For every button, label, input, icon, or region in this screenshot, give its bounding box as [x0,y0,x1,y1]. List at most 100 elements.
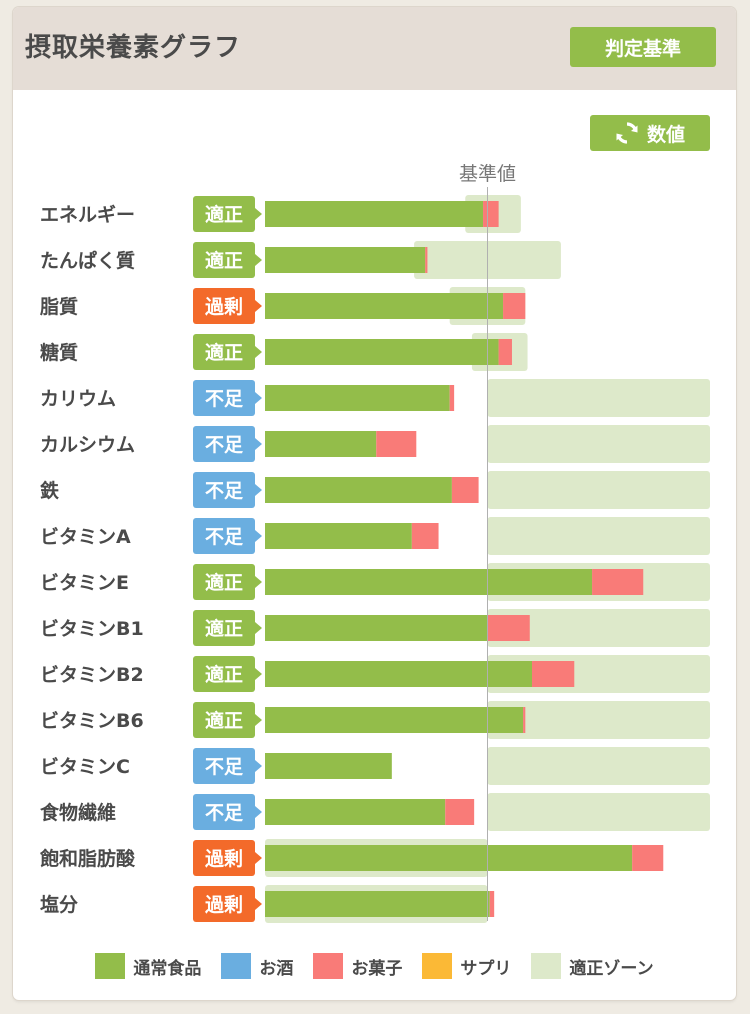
bar-2-5 [376,431,417,457]
legend-swatch-normal-food [95,953,126,979]
toggle-values-button[interactable]: 数値 [590,115,710,151]
bar-2-1 [425,247,428,273]
status-badge-arrow-12 [255,760,262,772]
category-label-10: ビタミンB2 [40,664,144,686]
status-badge-label-1: 適正 [205,249,243,272]
bar-0-6 [265,477,452,503]
status-badge-arrow-8 [255,576,262,588]
bar-0-15 [265,891,490,917]
criteria-button[interactable]: 判定基準 [570,27,716,67]
bar-0-11 [265,707,524,733]
status-badge-label-12: 不足 [205,756,244,778]
status-badge-label-7: 不足 [205,526,244,548]
status-badge-label-6: 不足 [205,480,244,502]
category-label-7: ビタミンA [40,526,131,548]
status-badge-label-3: 適正 [205,341,243,364]
legend-item-normal-food: 通常食品 [95,953,201,979]
status-badge-4 [193,380,255,416]
status-badge-15 [193,886,255,922]
bar-0-10 [265,661,532,687]
status-badge-arrow-2 [255,300,262,312]
status-badge-7 [193,518,255,554]
legend-item-appropriate-zone: 適正ゾーン [531,953,654,979]
status-badge-5 [193,426,255,462]
bar-2-9 [487,615,530,641]
legend-label-supplement: サプリ [460,958,512,979]
category-label-3: 糖質 [40,341,78,364]
status-badge-arrow-14 [255,852,262,864]
legend-swatch-snack [313,953,344,979]
status-badge-arrow-0 [255,208,262,220]
bar-2-11 [523,707,526,733]
status-badge-label-8: 適正 [205,571,243,594]
bar-0-0 [265,201,484,227]
legend-item-supplement: サプリ [422,953,511,979]
category-label-9: ビタミンB1 [40,618,144,640]
status-badge-12 [193,748,255,784]
bar-0-14 [265,845,633,871]
bar-0-5 [265,431,377,457]
legend-swatch-appropriate-zone [531,953,562,979]
bar-0-3 [265,339,499,365]
status-badge-11 [193,702,255,738]
status-badge-arrow-6 [255,484,262,496]
status-badge-arrow-5 [255,438,262,450]
legend-label-appropriate-zone: 適正ゾーン [569,958,654,979]
appropriate-zone-6 [487,471,710,509]
category-label-5: カルシウム [40,434,135,456]
toggle-values-label: 数値 [646,123,685,146]
status-badge-label-13: 不足 [205,802,244,824]
legend-swatch-alcohol [221,953,252,979]
legend-swatch-supplement [422,953,453,979]
bar-0-9 [265,615,488,641]
category-label-0: エネルギー [40,204,135,226]
category-label-11: ビタミンB6 [40,710,144,732]
status-badge-arrow-4 [255,392,262,404]
status-badge-1 [193,242,255,278]
category-label-12: ビタミンC [40,756,130,778]
bar-2-10 [532,661,575,687]
category-label-15: 塩分 [40,893,78,916]
refresh-icon [616,122,638,144]
status-badge-14 [193,840,255,876]
status-badge-arrow-1 [255,254,262,266]
status-badge-label-4: 不足 [205,388,244,410]
status-badge-10 [193,656,255,692]
appropriate-zone-7 [487,517,710,555]
status-badge-arrow-13 [255,806,262,818]
status-badge-label-15: 過剰 [205,893,243,916]
status-badge-8 [193,564,255,600]
status-badge-arrow-7 [255,530,262,542]
legend-label-normal-food: 通常食品 [133,958,202,979]
status-badge-13 [193,794,255,830]
bar-2-8 [592,569,644,595]
bar-2-13 [445,799,475,825]
legend-label-alcohol: お酒 [259,958,294,979]
category-label-14: 飽和脂肪酸 [39,847,136,870]
bar-0-4 [265,385,450,411]
bar-0-13 [265,799,446,825]
appropriate-zone-9 [487,609,710,647]
bar-2-3 [498,339,512,365]
reference-label: 基準値 [459,163,516,185]
page-title: 摂取栄養素グラフ [25,33,242,63]
category-label-13: 食物繊維 [40,801,116,824]
bar-2-14 [632,845,664,871]
nutrient-graph-card: 摂取栄養素グラフ 判定基準 数値 基準値 エネルギー 適正 たんぱく質 適正 脂質 過剰 糖質… [13,7,736,1000]
appropriate-zone-5 [487,425,710,463]
category-label-6: 鉄 [40,479,59,502]
bar-0-2 [265,293,504,319]
status-badge-label-11: 適正 [205,709,243,732]
category-label-2: 脂質 [40,295,78,318]
status-badge-arrow-3 [255,346,262,358]
appropriate-zone-4 [487,379,710,417]
bar-2-6 [451,477,479,503]
status-badge-arrow-15 [255,898,262,910]
bar-2-15 [489,891,495,917]
appropriate-zone-13 [487,793,710,831]
status-badge-2 [193,288,255,324]
card-header: 摂取栄養素グラフ 判定基準 [13,7,736,90]
appropriate-zone-11 [487,701,710,739]
status-badge-label-9: 適正 [205,617,243,640]
bar-2-7 [411,523,439,549]
